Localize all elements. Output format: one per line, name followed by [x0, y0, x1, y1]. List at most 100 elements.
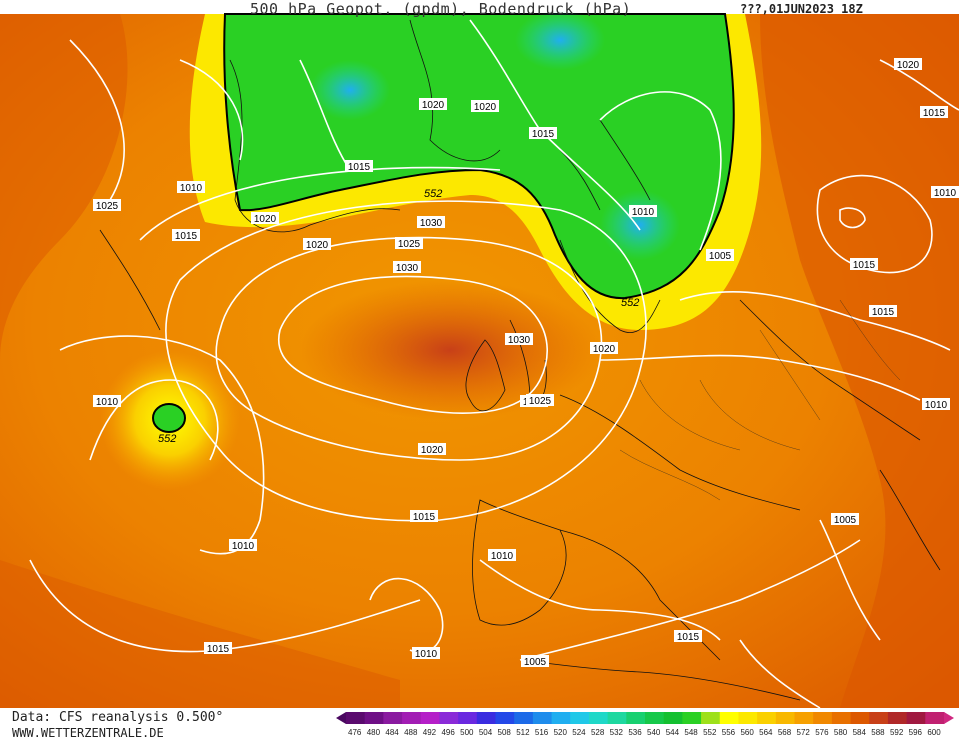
colorbar-tick-label: 476	[348, 728, 362, 737]
isobar-label: 1015	[923, 108, 946, 119]
colorbar-tick-label: 496	[441, 728, 455, 737]
isobar-label: 1005	[834, 515, 857, 526]
isobar-label: 1010	[491, 551, 514, 562]
isobar-label-bg	[471, 100, 499, 112]
isobar-label: 1030	[396, 263, 419, 274]
colorbar-swatch	[495, 712, 515, 724]
colorbar-arrow-left	[336, 712, 346, 724]
isobar-label-bg	[410, 510, 438, 522]
colorbar-tick-label: 524	[572, 728, 586, 737]
isobar-label-bg	[850, 258, 878, 270]
colorbar-swatch	[869, 712, 889, 724]
colorbar-swatch	[813, 712, 833, 724]
colorbar-tick-label: 572	[797, 728, 811, 737]
isobar-label-bg	[251, 212, 279, 224]
colorbar-swatch	[588, 712, 609, 724]
colorbar-tick-label: 592	[890, 728, 904, 737]
colorbar-swatch	[402, 712, 422, 724]
colorbar-tick-label: 576	[815, 728, 829, 737]
isobar-label: 1010	[934, 188, 957, 199]
colorbar-swatch	[383, 712, 403, 724]
isobar-label-bg	[303, 238, 331, 250]
colorbar-swatch	[476, 712, 496, 724]
colorbar-swatch	[831, 712, 852, 724]
isobar-label-bg	[412, 647, 440, 659]
warm-region-west	[0, 14, 128, 360]
colorbar-swatch	[458, 712, 478, 724]
isobar-label: 1030	[508, 335, 531, 346]
high-pressure-core	[300, 280, 600, 420]
isobar-label-bg	[894, 58, 922, 70]
colorbar-tick-label: 552	[703, 728, 717, 737]
isobar-label: 1010	[632, 207, 655, 218]
colorbar-tick-label: 508	[498, 728, 512, 737]
isobar-label-bg	[418, 443, 446, 455]
colorbar-swatch	[906, 712, 926, 724]
isobar-label-bg	[488, 549, 516, 561]
isobar-label-bg	[674, 630, 702, 642]
colorbar-swatch	[887, 712, 908, 724]
colorbar-swatch	[794, 712, 814, 724]
isobar-label: 1015	[532, 129, 555, 140]
isobar-label: 1025	[529, 396, 552, 407]
cold-core-1	[515, 10, 605, 70]
colorbar-tick-label: 588	[871, 728, 885, 737]
colorbar-swatch	[626, 712, 646, 724]
colorbar-tick-label: 532	[610, 728, 624, 737]
isobar-label-bg	[93, 199, 121, 211]
contour-label: 552	[158, 433, 176, 445]
data-source-credit: Data: CFS reanalysis 0.500°	[12, 710, 224, 725]
isobar-label-bg	[505, 333, 533, 345]
isobar-label-bg	[417, 216, 445, 228]
isobar-label: 1020	[421, 445, 444, 456]
isobar-label-bg	[931, 186, 959, 198]
isobar-label-bg	[93, 395, 121, 407]
isobar-label: 1020	[306, 240, 329, 251]
colorbar-tick-label: 568	[778, 728, 792, 737]
colorbar-swatch	[514, 712, 534, 724]
colorbar-legend: 476 480 484 488 492 496 500 504 508 512 516 520 524 5…	[336, 712, 954, 737]
isobar-label-bg	[629, 205, 657, 217]
colorbar-swatch	[551, 712, 571, 724]
isobar-label: 1010	[232, 541, 255, 552]
cold-core-3	[600, 190, 680, 260]
colorbar-swatch	[420, 712, 440, 724]
colorbar-arrow-right	[944, 712, 954, 724]
colorbar-swatch	[719, 712, 739, 724]
colorbar-tick-label: 484	[385, 728, 399, 737]
colorbar-swatch	[645, 712, 665, 724]
isobar-label-bg	[229, 539, 257, 551]
isobar-label-bg	[706, 249, 734, 261]
colorbar-swatch	[925, 712, 945, 724]
isobar-label: 1015	[853, 260, 876, 271]
warm-region-south	[0, 560, 400, 708]
isobar-label-bg	[869, 305, 897, 317]
colorbar-swatch	[570, 712, 590, 724]
country-borders	[619, 299, 901, 501]
isobar-label-bg	[204, 642, 232, 654]
colorbar-tick-label: 536	[628, 728, 642, 737]
colorbar-swatch	[701, 712, 721, 724]
isobar-label: 1020	[593, 344, 616, 355]
colorbar-tick-label: 504	[479, 728, 493, 737]
colorbar-swatch	[738, 712, 758, 724]
colorbar-tick-label: 556	[722, 728, 736, 737]
isobar-label: 1015	[872, 307, 895, 318]
isobar-label: 1020	[474, 102, 497, 113]
isobar-label: 1015	[348, 162, 371, 173]
colorbar-tick-label: 560	[740, 728, 754, 737]
isobar-label: 1005	[524, 657, 547, 668]
colorbar-tick-label: 528	[591, 728, 605, 737]
contour-label: 552	[621, 297, 639, 309]
isobar-label: 1020	[422, 100, 445, 111]
colorbar-tick-label: 548	[684, 728, 698, 737]
colorbar-tick-label: 516	[535, 728, 549, 737]
colorbar-swatch	[532, 712, 553, 724]
isobar-label-bg	[920, 106, 948, 118]
isobar-label: 1020	[897, 60, 920, 71]
colorbar-tick-label: 544	[666, 728, 680, 737]
colorbar-tick-label: 564	[759, 728, 773, 737]
isobar-label-bg	[345, 160, 373, 172]
isobar-label-bg	[177, 181, 205, 193]
